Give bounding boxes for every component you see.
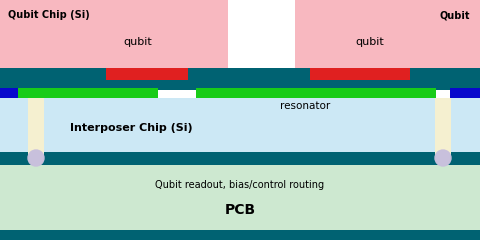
- Bar: [310, 68, 410, 80]
- Text: Interposer Chip (Si): Interposer Chip (Si): [70, 123, 192, 133]
- Circle shape: [435, 150, 451, 166]
- Text: PCB: PCB: [225, 203, 255, 217]
- Text: Qubit Chip (Si): Qubit Chip (Si): [8, 10, 90, 20]
- Bar: [435, 98, 451, 155]
- Bar: [0, 230, 480, 240]
- Bar: [106, 68, 188, 80]
- Bar: [0, 88, 18, 98]
- Bar: [0, 152, 480, 165]
- Bar: [18, 88, 158, 98]
- Text: Qubit readout, bias/control routing: Qubit readout, bias/control routing: [156, 180, 324, 190]
- Circle shape: [28, 150, 44, 166]
- Text: qubit: qubit: [124, 37, 152, 47]
- Bar: [0, 165, 480, 240]
- Text: qubit: qubit: [356, 37, 384, 47]
- Bar: [0, 0, 228, 68]
- Bar: [0, 98, 480, 152]
- Text: resonator: resonator: [280, 101, 330, 111]
- Bar: [196, 88, 436, 98]
- Bar: [28, 98, 44, 155]
- Bar: [450, 88, 480, 98]
- Bar: [0, 68, 480, 90]
- Text: Qubit: Qubit: [440, 10, 470, 20]
- Bar: [295, 0, 480, 68]
